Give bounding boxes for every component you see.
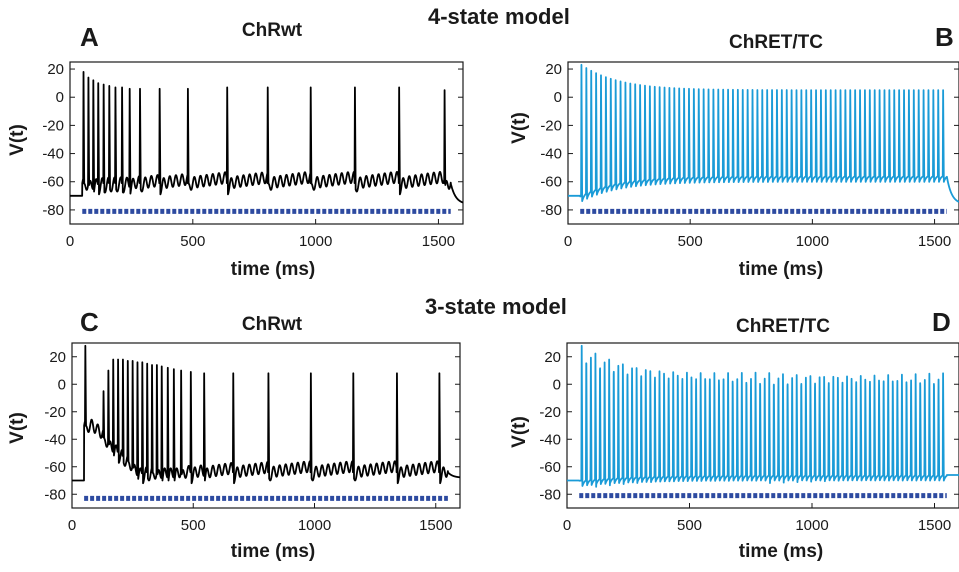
panel-letter-d: D (932, 307, 951, 337)
panel-d-ytick-label: -80 (539, 486, 561, 503)
panel-a-xtick-label: 1500 (422, 233, 455, 250)
panel-letter-b: B (935, 22, 954, 52)
panel-d-xtick-label: 1500 (918, 517, 951, 534)
panel-c-title: ChRwt (241, 314, 303, 335)
panel-c-xtick-label: 500 (181, 517, 206, 534)
panel-c-ytick-label: 20 (49, 349, 66, 366)
panel-a-ytick-label: -40 (42, 146, 64, 163)
panel-a-ytick-label: -60 (42, 174, 64, 191)
panel-d-ytick-label: 20 (544, 349, 561, 366)
panel-c-ytick-label: -20 (44, 404, 66, 421)
panel-a-voltage-trace (70, 70, 463, 204)
panel-d-xtick-label: 0 (563, 517, 571, 534)
panel-c-ytick-label: -60 (44, 459, 66, 476)
panel-d-ytick-label: -60 (539, 459, 561, 476)
section-title-3-state: 3-state model (425, 294, 567, 319)
panel-b-ytick-label: 0 (554, 89, 562, 106)
panel-letter-a: A (80, 22, 99, 52)
panel-a-ytick-label: 20 (47, 61, 64, 78)
panel-c-xtick-label: 1500 (419, 517, 452, 534)
panel-b-xtick-label: 1500 (918, 233, 951, 250)
panel-a-xlabel: time (ms) (230, 259, 316, 280)
panel-d-xlabel: time (ms) (738, 541, 824, 562)
section-title-4-state: 4-state model (428, 4, 570, 29)
panel-b-ytick-label: -80 (540, 202, 562, 219)
panel-c-voltage-trace (72, 344, 460, 485)
panel-a-axes-frame (69, 61, 464, 225)
panel-d-title: ChRET/TC (736, 316, 830, 337)
panel-b-ytick-label: -60 (540, 174, 562, 191)
panel-a-xtick-label: 1000 (299, 233, 332, 250)
panel-b-xtick-label: 1000 (796, 233, 829, 250)
panel-d-xtick-label: 500 (677, 517, 702, 534)
panel-a-ytick-label: 0 (56, 89, 64, 106)
panel-c-ytick-label: -40 (44, 431, 66, 448)
panel-b-title: ChRET/TC (729, 32, 823, 53)
panel-d-voltage-trace (567, 344, 959, 488)
panel-b-voltage-trace (568, 63, 959, 203)
panel-b-xlabel: time (ms) (738, 259, 824, 280)
panel-b-ytick-label: 20 (545, 61, 562, 78)
panel-b-xtick-label: 0 (564, 233, 572, 250)
panel-b-ytick-label: -40 (540, 146, 562, 163)
panel-b-axes-frame (567, 61, 959, 225)
panel-c-xlabel: time (ms) (230, 541, 316, 562)
panel-c-xtick-label: 0 (68, 517, 76, 534)
panel-d-axes-frame (566, 342, 959, 509)
panel-a-ytick-label: -20 (42, 117, 64, 134)
panel-b-xtick-label: 500 (678, 233, 703, 250)
panel-a-xtick-label: 0 (66, 233, 74, 250)
panel-a-ytick-label: -80 (42, 202, 64, 219)
panel-b-ytick-label: -20 (540, 117, 562, 134)
panel-c-xtick-label: 1000 (298, 517, 331, 534)
panel-c-ytick-label: 0 (58, 376, 66, 393)
panel-d-ytick-label: -40 (539, 431, 561, 448)
panel-c-axes-frame (71, 342, 461, 509)
panel-a-title: ChRwt (241, 20, 303, 41)
panel-d-ytick-label: -20 (539, 404, 561, 421)
panel-d-xtick-label: 1000 (795, 517, 828, 534)
panel-letter-c: C (80, 307, 99, 337)
panel-d-ytick-label: 0 (553, 376, 561, 393)
panel-a-xtick-label: 500 (180, 233, 205, 250)
panel-c-ytick-label: -80 (44, 486, 66, 503)
